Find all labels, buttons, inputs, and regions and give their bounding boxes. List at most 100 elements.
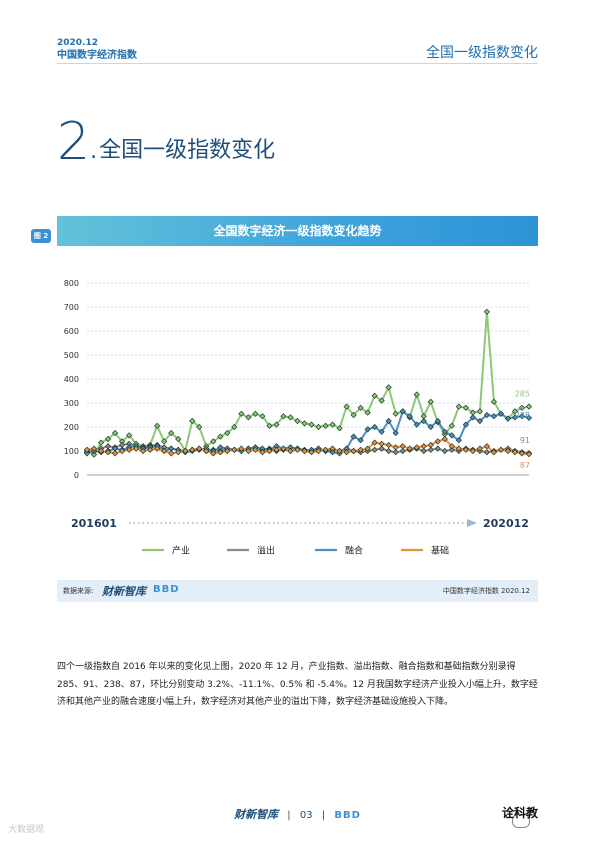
data-point [287,447,294,455]
data-point [287,414,294,421]
data-point [175,449,182,456]
data-point [511,449,519,456]
data-point [238,410,245,417]
data-point [364,409,371,416]
data-point [210,450,217,457]
series-end-label: 87 [520,461,530,470]
data-point [371,392,378,399]
data-point [483,443,490,450]
data-point [434,417,441,425]
data-point [147,446,154,453]
data-point [504,415,512,422]
data-point [168,429,175,437]
data-point [392,444,399,451]
data-point [497,410,505,417]
legend-label: 产业 [172,545,190,557]
data-point [378,397,385,404]
data-point [196,445,203,452]
data-point [357,437,364,444]
data-point [441,435,448,443]
data-point [434,445,441,452]
data-point [420,447,427,455]
data-point [182,447,189,455]
data-point [476,445,483,452]
legend-label: 基础 [431,545,449,557]
section-dot: . [90,139,98,164]
data-point [140,447,147,455]
data-point [90,445,98,452]
data-point [97,447,105,455]
data-point [364,426,371,433]
data-point [518,404,526,411]
data-point [385,447,392,455]
footer-bbd-logo: BBD [334,810,361,821]
data-point [483,449,490,456]
data-point [420,443,427,450]
source-right-text: 中国数字经济指数 2020.12 [442,587,530,595]
series-line [86,437,530,456]
data-point [504,447,512,455]
data-point [378,428,385,435]
data-point [161,447,168,455]
data-point [511,414,519,421]
header-report-title: 中国数字经济指数 [57,50,137,61]
y-tick-label: 600 [64,327,79,336]
footer-separator: | [321,810,326,821]
data-point [371,439,378,446]
data-point [126,446,133,453]
data-point [525,403,533,410]
data-point [350,433,357,440]
data-point [455,445,462,452]
data-point [525,414,533,421]
data-point [273,446,280,453]
page-number: 03 [299,810,313,821]
bbd-logo: BBD [153,584,180,595]
data-point [350,411,357,419]
series-line [86,409,530,455]
data-point [168,450,175,457]
data-point [294,417,301,425]
data-point [441,447,448,455]
data-point [490,413,498,420]
data-point [378,445,385,452]
caixin-logo: 财新智库 [102,585,146,598]
data-point [511,408,519,415]
data-point [224,447,231,455]
data-point [364,445,371,452]
data-point [343,403,350,410]
data-point [133,445,140,452]
data-point [175,435,182,443]
data-point [336,425,343,432]
watermark-right: 诠科教 [502,806,539,820]
data-point [399,443,406,450]
data-point [238,445,245,452]
time-axis-arrow [467,519,477,527]
data-point [126,432,133,439]
data-point [462,446,469,453]
data-point [399,408,406,415]
source-bar: 数据来源: 财新智库 BBD 中国数字经济指数 2020.12 [57,580,538,602]
y-tick-label: 700 [64,303,79,312]
data-point [336,447,343,455]
data-point [448,443,455,450]
y-tick-label: 200 [64,423,79,432]
data-point [308,449,315,456]
data-point [252,410,259,417]
data-point [111,429,119,437]
section-heading: 2.全国一级指数变化 [57,112,275,172]
data-point [385,417,392,425]
data-point [83,446,91,453]
chart-container: 0 100 200 300 400 500 600 700 800 285 91 238 87 20160… [57,246,538,602]
header-left: 2020.12 中国数字经济指数 [57,38,137,62]
data-point [434,438,441,445]
data-point [301,420,308,427]
y-tick-label: 0 [74,471,79,480]
data-point [413,421,420,428]
data-point [280,413,287,420]
data-point [462,404,469,411]
watermark-left: 大数据观 [8,825,45,835]
series-end-label: 285 [515,390,530,399]
x-start-label: 201601 [71,517,117,530]
data-point [399,447,406,455]
data-point [97,439,105,446]
